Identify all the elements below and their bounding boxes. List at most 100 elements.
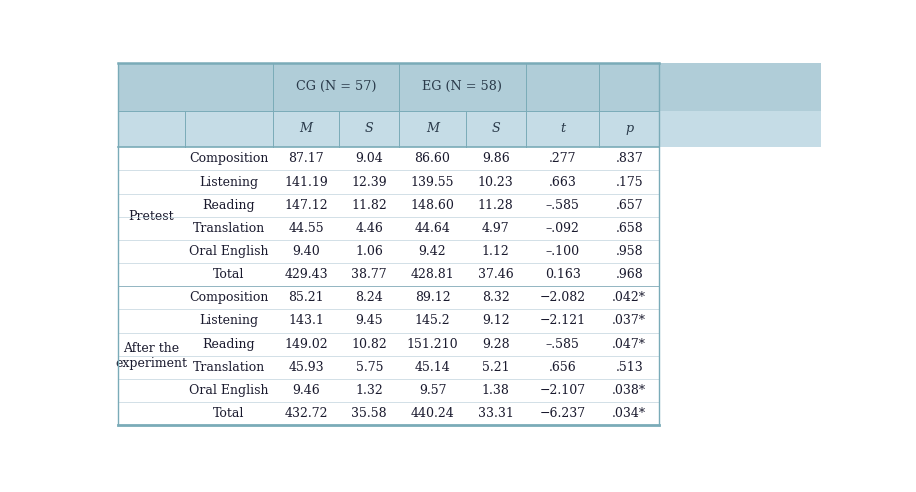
Text: Translation: Translation (192, 222, 265, 235)
Text: .656: .656 (549, 361, 576, 374)
Text: .657: .657 (616, 199, 643, 212)
Text: .513: .513 (616, 361, 643, 374)
Text: .038*: .038* (612, 384, 647, 397)
Text: Listening: Listening (199, 314, 258, 328)
Text: 9.40: 9.40 (292, 245, 320, 258)
Bar (118, 333, 821, 356)
Text: .037*: .037* (612, 314, 647, 328)
Text: Translation: Translation (192, 361, 265, 374)
Text: S: S (491, 123, 500, 135)
Text: 10.23: 10.23 (478, 176, 514, 188)
Text: 8.24: 8.24 (355, 291, 383, 305)
Text: 11.82: 11.82 (352, 199, 387, 212)
Bar (118, 171, 821, 194)
Bar (118, 63, 821, 111)
Text: p: p (626, 123, 633, 135)
Text: 12.39: 12.39 (352, 176, 387, 188)
Text: Total: Total (213, 268, 245, 281)
Text: 145.2: 145.2 (415, 314, 451, 328)
Text: Composition: Composition (189, 153, 268, 165)
Text: −2.121: −2.121 (540, 314, 585, 328)
Text: .175: .175 (616, 176, 643, 188)
Text: Listening: Listening (199, 176, 258, 188)
Text: 9.45: 9.45 (355, 314, 383, 328)
Text: 8.32: 8.32 (482, 291, 509, 305)
Text: 35.58: 35.58 (352, 407, 387, 420)
Text: 432.72: 432.72 (284, 407, 328, 420)
Text: 87.17: 87.17 (289, 153, 324, 165)
Text: 4.46: 4.46 (355, 222, 383, 235)
Text: –.585: –.585 (546, 338, 580, 351)
Text: S: S (365, 123, 374, 135)
Text: Reading: Reading (202, 338, 255, 351)
Text: 143.1: 143.1 (289, 314, 324, 328)
Text: 440.24: 440.24 (410, 407, 454, 420)
Text: .968: .968 (616, 268, 643, 281)
Text: 9.57: 9.57 (419, 384, 446, 397)
Text: .658: .658 (616, 222, 643, 235)
Text: 428.81: 428.81 (410, 268, 454, 281)
Text: 45.93: 45.93 (289, 361, 324, 374)
Text: 44.64: 44.64 (415, 222, 451, 235)
Text: 141.19: 141.19 (284, 176, 328, 188)
Text: Composition: Composition (189, 291, 268, 305)
Text: Oral English: Oral English (189, 384, 268, 397)
Bar (118, 194, 821, 217)
Text: .277: .277 (549, 153, 576, 165)
Text: M: M (300, 123, 312, 135)
Bar (118, 111, 821, 147)
Text: 5.21: 5.21 (482, 361, 509, 374)
Text: 148.60: 148.60 (410, 199, 454, 212)
Text: .663: .663 (549, 176, 576, 188)
Text: 429.43: 429.43 (284, 268, 328, 281)
Bar (118, 240, 821, 263)
Text: .034*: .034* (612, 407, 647, 420)
Text: Oral English: Oral English (189, 245, 268, 258)
Text: 45.14: 45.14 (415, 361, 451, 374)
Text: .958: .958 (616, 245, 643, 258)
Text: .047*: .047* (612, 338, 647, 351)
Text: .837: .837 (616, 153, 643, 165)
Text: 139.55: 139.55 (410, 176, 454, 188)
Text: 151.210: 151.210 (407, 338, 458, 351)
Bar (118, 217, 821, 240)
Text: 9.86: 9.86 (482, 153, 509, 165)
Text: 5.75: 5.75 (355, 361, 383, 374)
Text: −2.107: −2.107 (540, 384, 585, 397)
Text: t: t (560, 123, 565, 135)
Text: 85.21: 85.21 (289, 291, 324, 305)
Text: 149.02: 149.02 (284, 338, 328, 351)
Bar (118, 263, 821, 286)
Text: 1.06: 1.06 (355, 245, 383, 258)
Text: –.100: –.100 (546, 245, 580, 258)
Text: −2.082: −2.082 (540, 291, 585, 305)
Text: 44.55: 44.55 (289, 222, 324, 235)
Text: Total: Total (213, 407, 245, 420)
Text: –.585: –.585 (546, 199, 580, 212)
Text: –.092: –.092 (546, 222, 580, 235)
Text: 9.46: 9.46 (292, 384, 320, 397)
Text: −6.237: −6.237 (540, 407, 585, 420)
Text: 10.82: 10.82 (352, 338, 387, 351)
Text: 38.77: 38.77 (352, 268, 387, 281)
Bar (118, 379, 821, 402)
Text: Reading: Reading (202, 199, 255, 212)
Text: .042*: .042* (612, 291, 647, 305)
Bar (118, 356, 821, 379)
Text: EG (N = 58): EG (N = 58) (422, 80, 502, 93)
Text: CG (N = 57): CG (N = 57) (296, 80, 376, 93)
Text: 9.04: 9.04 (355, 153, 383, 165)
Bar (118, 147, 821, 171)
Text: 9.28: 9.28 (482, 338, 509, 351)
Text: 9.42: 9.42 (419, 245, 446, 258)
Text: 86.60: 86.60 (415, 153, 451, 165)
Text: 11.28: 11.28 (478, 199, 514, 212)
Bar (118, 286, 821, 309)
Text: 9.12: 9.12 (482, 314, 509, 328)
Text: 89.12: 89.12 (415, 291, 451, 305)
Text: 147.12: 147.12 (284, 199, 328, 212)
Text: 33.31: 33.31 (478, 407, 514, 420)
Text: Pretest: Pretest (128, 210, 174, 223)
Text: 0.163: 0.163 (545, 268, 581, 281)
Bar (118, 309, 821, 333)
